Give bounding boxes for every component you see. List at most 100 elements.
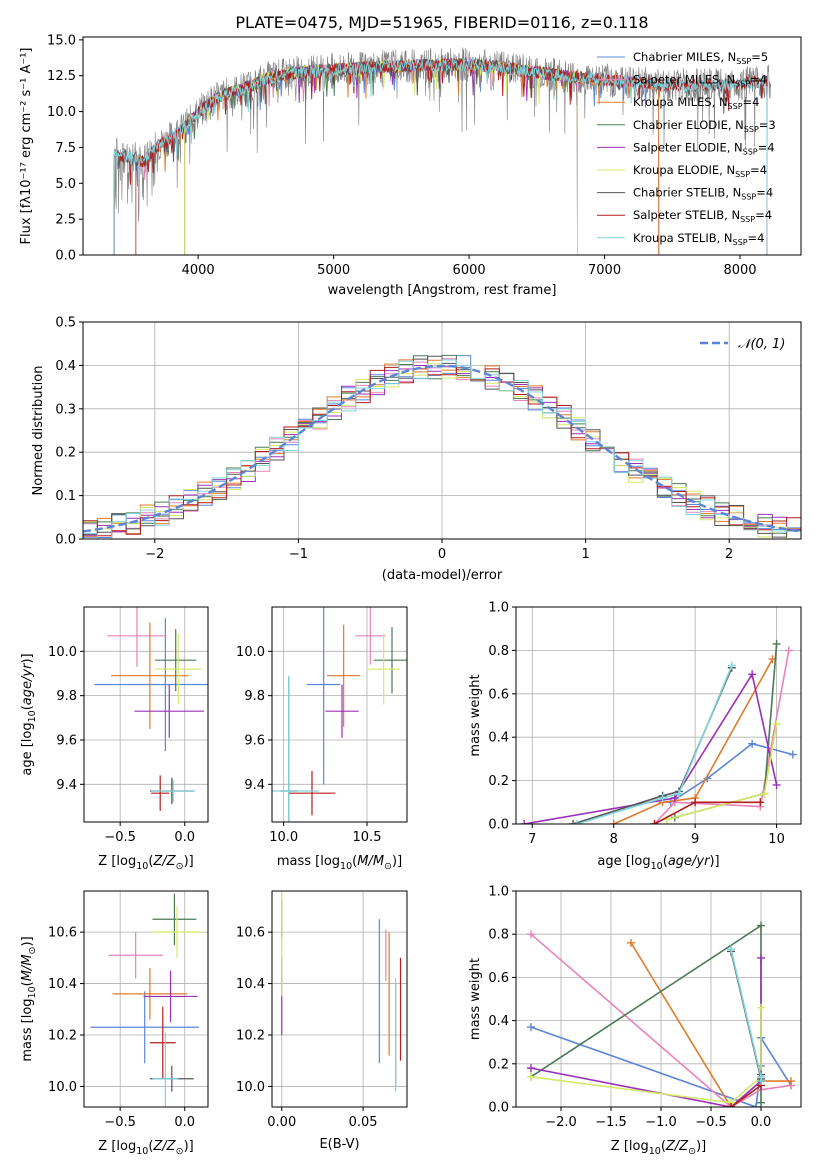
x-tick-label: 0 — [438, 547, 446, 562]
weight-marker — [757, 1098, 765, 1107]
frame: 0.00 0.05 10.0 10.2 10.4 10.6 — [236, 890, 408, 1130]
axes-massweight-vs-age: 7 8 9 10 0.0 0.2 0.4 0.6 0.8 1.0 — [488, 601, 802, 847]
x-tick-label: −0.5 — [695, 1115, 727, 1130]
x-tick-label: 6000 — [453, 263, 486, 278]
histogram-9 — [83, 359, 801, 539]
y-tick-label: 10.2 — [236, 1029, 265, 1044]
weight-line — [730, 1084, 762, 1107]
x-tick-label: 0.0 — [174, 1115, 195, 1130]
x-tick-label: 10.0 — [269, 830, 298, 845]
weight-marker — [756, 798, 765, 807]
y-axis-label: mass weight — [468, 674, 483, 756]
y-tick-label: 0.4 — [488, 1014, 509, 1029]
x-tick-label: −2 — [145, 547, 164, 562]
y-axis-label: Normed distribution — [31, 366, 46, 496]
y-tick-label: 0.0 — [55, 533, 76, 548]
weight-series-9 — [727, 945, 765, 1086]
weight-marker — [674, 789, 683, 798]
y-tick-label: 0.0 — [488, 818, 509, 833]
y-tick-label: 10.6 — [48, 926, 77, 941]
plot-area — [113, 47, 772, 255]
x-tick-label: −1 — [289, 547, 308, 562]
weight-marker — [772, 780, 781, 789]
errorbar-point-8 — [151, 775, 170, 811]
plot-area — [272, 607, 407, 822]
errorbar-point-8 — [288, 771, 336, 816]
x-tick-label: 0.05 — [349, 1115, 378, 1130]
y-tick-label: 0.0 — [55, 249, 76, 264]
x-axis-label: age [log10(age/yr)] — [597, 854, 719, 872]
x-tick-label: 5000 — [317, 263, 350, 278]
x-tick-label: 10.5 — [353, 830, 382, 845]
y-tick-label: 10.4 — [236, 977, 265, 992]
legend-label-5: Salpeter ELODIE, NSSP=4 — [633, 140, 775, 156]
errorbar-point-2 — [107, 607, 167, 667]
x-tick-label: 8000 — [723, 263, 756, 278]
errorbar-point-5 — [143, 970, 198, 1023]
y-tick-label: 9.4 — [56, 778, 77, 793]
weight-line — [674, 643, 778, 819]
errorbar-point-4 — [152, 893, 197, 945]
errorbar-point-4 — [155, 629, 197, 692]
legend-label: 𝒩(0, 1) — [738, 337, 785, 352]
x-tick-label: 0.00 — [267, 1115, 296, 1130]
y-tick-label: 0.8 — [488, 928, 509, 943]
axes-age-vs-mass: 10.0 10.5 9.4 9.6 9.8 10.0 — [236, 606, 408, 845]
x-axis-label: wavelength [Angstrom, rest frame] — [328, 283, 557, 298]
errorbar-point-1 — [90, 991, 199, 1064]
axes-frame — [83, 890, 209, 1108]
y-tick-label: 7.5 — [55, 141, 76, 156]
y-tick-label: 0.2 — [488, 1057, 509, 1072]
frame: −0.5 0.0 9.4 9.6 9.8 10.0 — [48, 606, 209, 845]
weight-marker — [772, 639, 781, 648]
frame: 10.0 10.5 9.4 9.6 9.8 10.0 — [236, 606, 408, 845]
errorbar-point-4 — [373, 626, 407, 694]
grid — [84, 607, 208, 822]
frame: 4000 5000 6000 7000 8000 0.0 2.5 5.0 7.5 10.0 12.5… — [47, 33, 802, 278]
errorbar-point-6 — [155, 633, 202, 705]
y-tick-label: 10.0 — [48, 645, 77, 660]
weight-line — [530, 958, 762, 1107]
y-tick-label: 9.8 — [56, 689, 77, 704]
x-tick-label: 9 — [691, 832, 699, 847]
y-tick-label: 1.0 — [488, 601, 509, 616]
y-axis-label: mass [log10(M/M⊙)] — [20, 936, 38, 1061]
grid — [84, 891, 208, 1107]
x-axis-label: Z [log10(Z/Z⊙)] — [98, 854, 193, 872]
errorbar-point-1 — [94, 618, 208, 752]
weight-marker — [627, 938, 635, 947]
axes-spectrum: 4000 5000 6000 7000 8000 0.0 2.5 5.0 7.5 10.0 12.5… — [47, 33, 802, 278]
weight-line — [613, 658, 774, 824]
errorbar-point-9 — [152, 1032, 179, 1107]
y-tick-label: 1.0 — [488, 885, 509, 900]
weight-marker — [757, 953, 765, 962]
normal-reference-curve — [83, 364, 801, 533]
x-tick-label: −1.5 — [595, 1115, 627, 1130]
weight-marker — [748, 739, 757, 748]
axes-residuals: −2 −1 0 1 2 0.0 0.1 0.2 0.3 0.4 0.5 — [55, 316, 802, 562]
errorbar-point-2 — [355, 607, 386, 665]
y-tick-label: 0.1 — [55, 489, 76, 504]
y-tick-label: 5.0 — [55, 177, 76, 192]
legend-label-3: Kroupa MILES, NSSP=4 — [633, 95, 759, 111]
errorbar-point-9 — [272, 675, 319, 822]
x-axis-label: E(B-V) — [319, 1137, 359, 1152]
axes-frame — [271, 606, 408, 823]
errorbar-point-5 — [134, 684, 205, 738]
weight-marker — [573, 820, 582, 824]
x-axis-label: mass [log10(M/M⊙)] — [277, 854, 402, 872]
x-tick-label: 2 — [725, 547, 733, 562]
errorbar-point-1 — [307, 607, 341, 785]
plot-area — [83, 354, 801, 539]
weight-marker — [527, 1023, 535, 1032]
weight-marker — [748, 670, 757, 679]
errorbar-point-3 — [112, 968, 188, 1020]
frame: −2 −1 0 1 2 0.0 0.1 0.2 0.3 0.4 0.5 — [55, 316, 802, 562]
y-tick-label: 0.2 — [488, 774, 509, 789]
y-tick-label: 10.2 — [48, 1029, 77, 1044]
weight-marker — [757, 921, 765, 930]
weight-marker — [727, 945, 735, 954]
legend-label-6: Kroupa ELODIE, NSSP=4 — [633, 163, 767, 179]
x-axis-label: (data-model)/error — [382, 568, 503, 583]
axes-mass-vs-ebv: 0.00 0.05 10.0 10.2 10.4 10.6 — [236, 890, 408, 1130]
